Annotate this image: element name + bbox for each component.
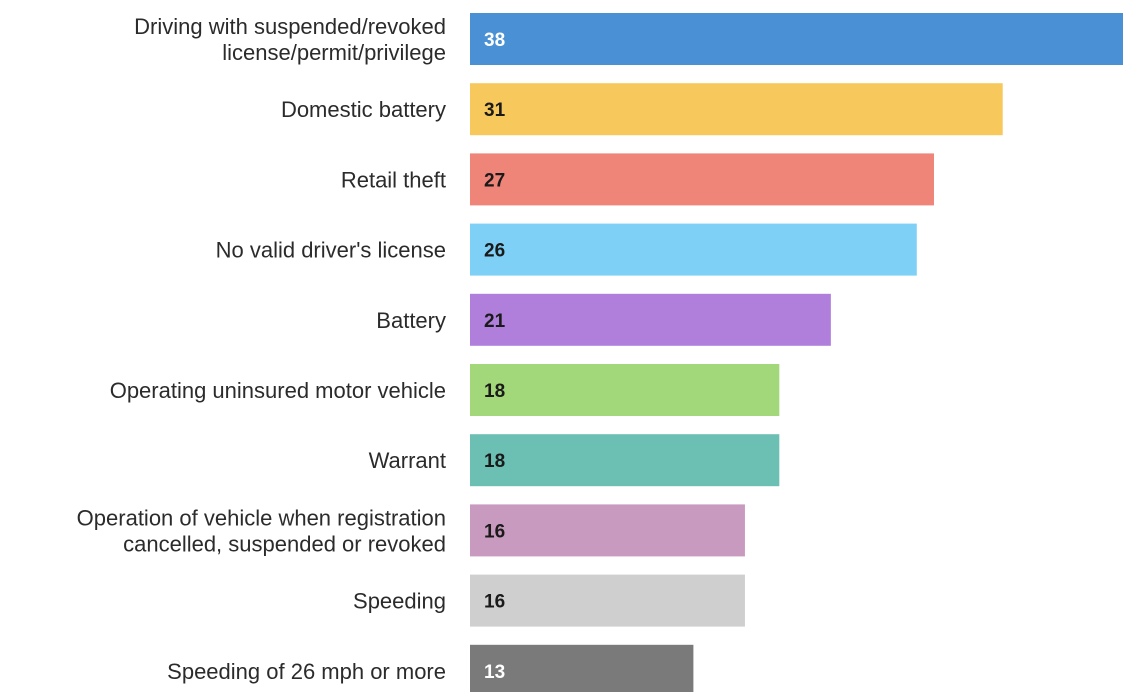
- bar-value-label: 16: [484, 592, 505, 613]
- bar-value-label: 16: [484, 521, 505, 542]
- category-label: Battery: [376, 308, 446, 333]
- bar: [470, 364, 780, 416]
- bar: [470, 153, 934, 206]
- category-label: Domestic battery: [281, 97, 446, 122]
- category-label: Speeding of 26 mph or more: [167, 659, 446, 684]
- category-label: cancelled, suspended or revoked: [123, 531, 446, 556]
- bar-value-label: 13: [484, 662, 505, 683]
- bar: [470, 504, 745, 557]
- category-label: Driving with suspended/revoked: [134, 14, 446, 39]
- bar: [470, 83, 1003, 136]
- bar-value-label: 38: [484, 30, 505, 51]
- category-label: Retail theft: [341, 167, 446, 192]
- bar: [470, 644, 694, 692]
- category-label: Warrant: [369, 448, 446, 473]
- category-label: No valid driver's license: [216, 238, 446, 263]
- category-label: license/permit/privilege: [222, 40, 446, 65]
- bar: [470, 574, 745, 627]
- bar-value-label: 31: [484, 100, 506, 121]
- bar: [470, 293, 831, 346]
- bar: [470, 13, 1123, 65]
- bar: [470, 223, 917, 276]
- bar-value-label: 27: [484, 170, 505, 191]
- category-label: Speeding: [353, 589, 446, 614]
- bar-value-label: 18: [484, 381, 505, 402]
- bar-value-label: 18: [484, 451, 505, 472]
- category-label: Operation of vehicle when registration: [77, 505, 446, 530]
- bar-value-label: 26: [484, 241, 505, 262]
- category-label: Operating uninsured motor vehicle: [110, 378, 446, 403]
- value-labels: 38 31 27 26 21 18 18 16 16 13: [484, 30, 506, 683]
- bars-layer: [470, 13, 1123, 692]
- bar-value-label: 21: [484, 311, 506, 332]
- category-labels: Driving with suspended/revokedlicense/pe…: [77, 14, 446, 684]
- bar: [470, 434, 780, 487]
